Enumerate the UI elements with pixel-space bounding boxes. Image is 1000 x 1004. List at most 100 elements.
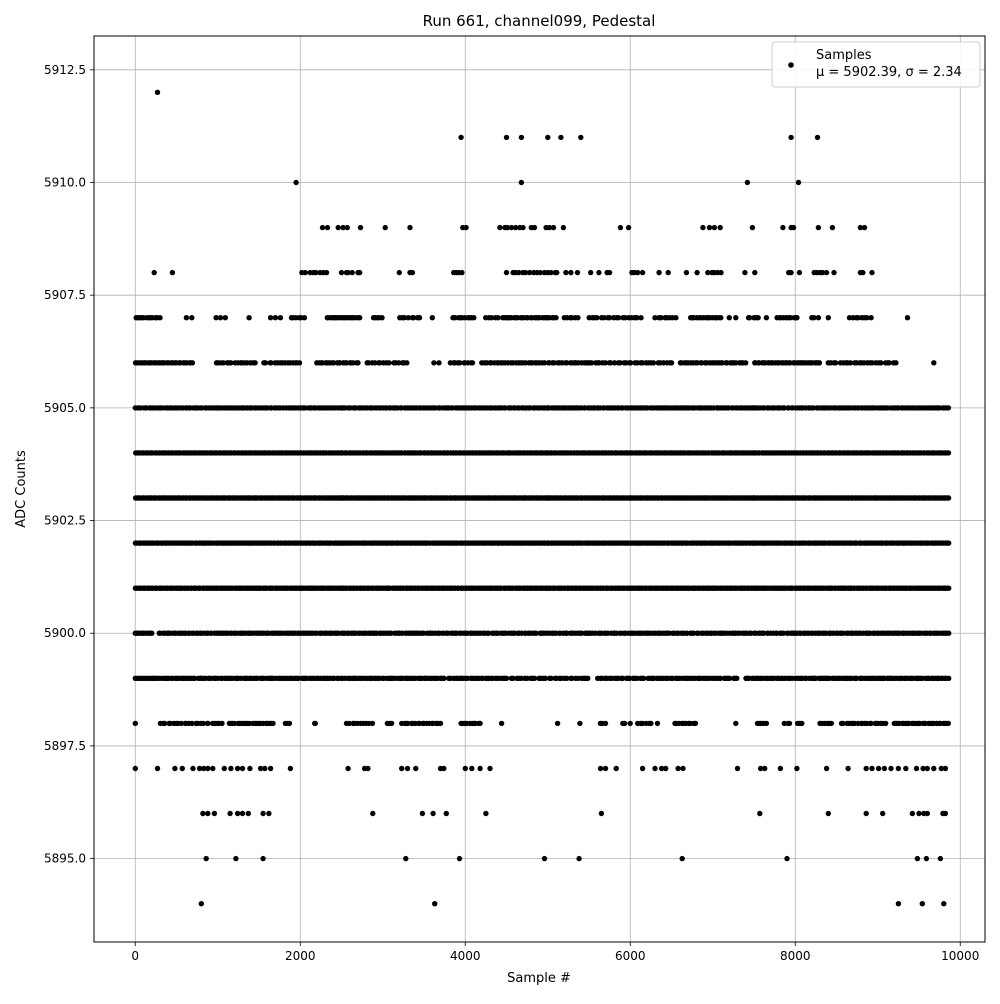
data-point — [790, 224, 797, 231]
data-point — [252, 360, 258, 366]
data-point — [823, 765, 830, 772]
data-point — [755, 315, 761, 321]
axis-ticks: 0 2000 4000 6000 8000 10000 5895.0 5897.5 5900.0… — [44, 63, 979, 963]
data-point — [504, 224, 510, 231]
data-point — [815, 315, 822, 321]
data-point — [831, 269, 837, 276]
data-point — [942, 810, 949, 817]
data-point — [462, 765, 468, 772]
data-point — [845, 765, 851, 772]
data-point — [923, 855, 930, 862]
data-point — [420, 630, 427, 636]
data-point — [628, 360, 634, 366]
data-point — [388, 720, 395, 727]
data-point — [365, 765, 371, 772]
data-point — [542, 675, 548, 681]
data-point — [663, 765, 669, 772]
data-point — [172, 765, 178, 772]
data-point — [382, 224, 388, 231]
data-point — [574, 269, 581, 276]
data-point — [149, 630, 155, 636]
data-point — [895, 901, 902, 907]
data-point — [312, 720, 318, 727]
data-point — [615, 315, 622, 321]
data-point — [518, 134, 525, 141]
data-point — [913, 765, 920, 772]
data-point — [611, 360, 618, 366]
data-point — [814, 134, 821, 141]
data-point — [786, 720, 793, 727]
data-point — [266, 810, 272, 817]
data-point — [162, 720, 168, 727]
data-point — [340, 224, 346, 231]
data-point — [945, 720, 951, 727]
data-point — [815, 224, 822, 231]
data-point — [625, 224, 632, 231]
data-point — [554, 720, 561, 727]
data-point — [825, 315, 831, 321]
data-point — [213, 315, 219, 321]
y-tick-label: 5895.0 — [44, 852, 86, 866]
data-point — [787, 315, 793, 321]
data-point — [752, 269, 758, 276]
data-point — [357, 269, 363, 276]
data-point — [860, 269, 866, 276]
data-point — [780, 630, 787, 636]
data-point — [596, 269, 602, 276]
data-point — [510, 675, 516, 681]
data-point — [401, 315, 407, 321]
data-point — [379, 315, 385, 321]
data-point — [613, 765, 619, 772]
data-point — [211, 810, 218, 817]
chart-title: Run 661, channel099, Pedestal — [423, 12, 656, 30]
data-point — [564, 675, 570, 681]
data-point — [349, 269, 355, 276]
y-tick-label: 5912.5 — [44, 63, 86, 77]
data-point — [931, 360, 937, 366]
data-point — [920, 765, 926, 772]
data-point — [345, 269, 351, 276]
data-point — [832, 360, 839, 366]
data-point — [945, 405, 952, 411]
data-point — [869, 765, 875, 772]
data-point — [430, 810, 436, 817]
data-point — [788, 134, 794, 141]
data-point — [569, 675, 575, 681]
data-point — [458, 134, 464, 141]
data-point — [526, 269, 533, 276]
data-point — [396, 269, 402, 276]
y-tick-label: 5902.5 — [44, 514, 86, 528]
data-point — [648, 720, 654, 727]
data-point — [457, 360, 463, 366]
data-point — [357, 315, 363, 321]
data-point — [403, 855, 409, 862]
data-point — [606, 269, 613, 276]
data-point — [706, 224, 713, 231]
data-point — [399, 765, 405, 772]
data-point — [855, 315, 861, 321]
data-point — [560, 224, 567, 231]
data-point — [497, 224, 503, 231]
data-point — [228, 765, 234, 772]
data-point — [404, 360, 410, 366]
data-point — [222, 315, 228, 321]
data-point — [757, 765, 764, 772]
data-point — [413, 765, 419, 772]
data-point — [945, 495, 952, 501]
data-point — [878, 360, 884, 366]
data-point — [239, 810, 246, 817]
data-point — [781, 405, 787, 411]
x-tick-label: 2000 — [285, 949, 316, 963]
data-point — [577, 720, 583, 727]
data-point — [512, 224, 519, 231]
data-point — [270, 720, 276, 727]
data-point — [598, 810, 605, 817]
data-point — [201, 765, 207, 772]
data-point — [190, 765, 196, 772]
data-point — [210, 765, 216, 772]
data-point — [548, 269, 554, 276]
data-point — [654, 720, 661, 727]
data-point — [819, 269, 826, 276]
data-point — [594, 315, 600, 321]
data-point — [205, 720, 211, 727]
